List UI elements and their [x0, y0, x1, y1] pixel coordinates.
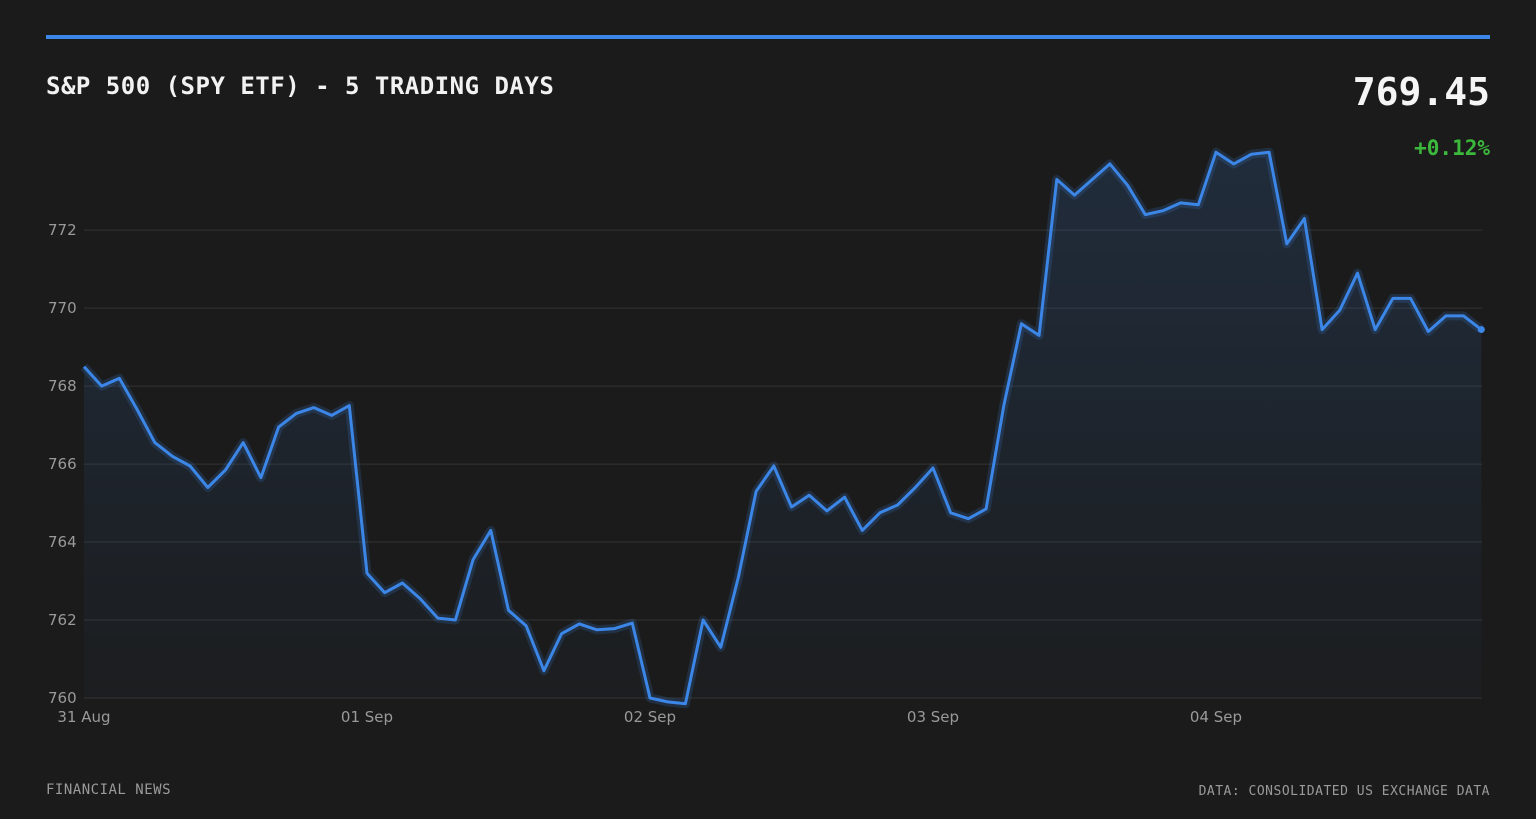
y-tick-label: 772: [48, 221, 77, 239]
y-tick-label: 766: [48, 455, 77, 473]
price-area: [84, 152, 1482, 704]
x-tick-label: 02 Sep: [624, 708, 676, 726]
source-label: FINANCIAL NEWS: [46, 782, 172, 798]
y-tick-label: 768: [48, 377, 77, 395]
current-price: 769.45: [1352, 70, 1490, 114]
chart-title: S&P 500 (SPY ETF) - 5 TRADING DAYS: [46, 72, 555, 100]
price-line-glow: [80, 147, 1485, 709]
top-accent-bar: [46, 35, 1490, 39]
y-axis-ticks: 760 762 764 766 768 770 772: [48, 221, 77, 707]
x-tick-label: 04 Sep: [1190, 708, 1242, 726]
x-tick-label: 31 Aug: [57, 708, 110, 726]
x-tick-label: 01 Sep: [341, 708, 393, 726]
price-change: +0.12%: [1414, 136, 1490, 160]
y-tick-label: 762: [48, 611, 77, 629]
data-credit: DATA: CONSOLIDATED US EXCHANGE DATA: [1198, 784, 1490, 799]
x-tick-label: 03 Sep: [907, 708, 959, 726]
grid-lines: [84, 229, 1482, 699]
price-line: [82, 150, 1483, 706]
x-axis-ticks: 31 Aug 01 Sep 02 Sep 03 Sep 04 Sep: [57, 708, 1242, 726]
y-tick-label: 770: [48, 299, 77, 317]
y-tick-label: 760: [48, 689, 77, 707]
last-price-marker: [1477, 326, 1485, 334]
y-tick-label: 764: [48, 533, 77, 551]
